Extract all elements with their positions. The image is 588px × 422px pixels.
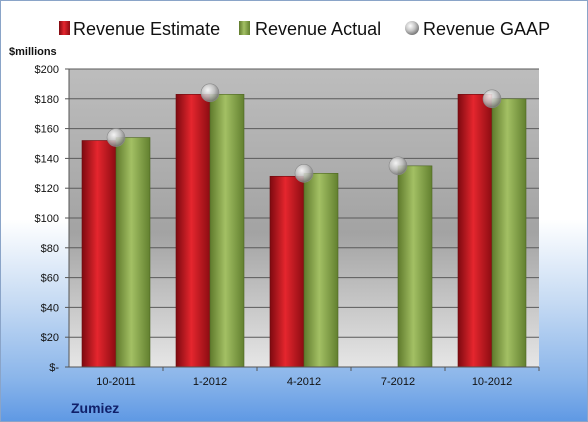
y-tick-label: $120 <box>35 183 59 195</box>
marker-revenue-gaap <box>482 89 502 109</box>
legend-marker-gaap <box>405 21 419 35</box>
bar-revenue-actual <box>303 173 339 368</box>
bar-revenue-estimate <box>81 140 117 368</box>
bar-revenue-estimate <box>269 175 305 368</box>
legend-label-actual: Revenue Actual <box>255 19 381 39</box>
gaap-markers <box>106 83 502 183</box>
bars <box>81 94 527 368</box>
company-label: Zumiez <box>71 400 119 416</box>
y-tick-label: $100 <box>35 213 59 225</box>
legend-swatch-actual <box>239 21 250 35</box>
bar-revenue-actual <box>209 94 245 368</box>
legend: Revenue Estimate Revenue Actual Revenue … <box>59 19 550 39</box>
y-tick-label: $60 <box>41 273 59 285</box>
legend-label-gaap: Revenue GAAP <box>423 19 550 39</box>
y-tick-label: $80 <box>41 243 59 255</box>
y-tick-label: $160 <box>35 124 59 136</box>
marker-revenue-gaap <box>200 83 220 103</box>
y-tick-label: $180 <box>35 94 59 106</box>
y-tick-label: $40 <box>41 302 59 314</box>
x-tick-label: 1-2012 <box>193 376 227 388</box>
bar-revenue-estimate <box>175 94 211 368</box>
bar-revenue-actual <box>115 137 151 368</box>
marker-revenue-gaap <box>106 128 126 147</box>
bar-revenue-actual <box>397 165 433 368</box>
marker-revenue-gaap <box>388 156 408 176</box>
legend-swatch-estimate <box>59 21 70 35</box>
legend-label-estimate: Revenue Estimate <box>73 19 220 39</box>
x-tick-label: 10-2011 <box>96 376 136 388</box>
x-axis-ticks: 10-2011 1-2012 4-2012 7-2012 10-2012 <box>96 367 540 388</box>
marker-revenue-gaap <box>294 164 314 183</box>
y-tick-label: $200 <box>35 64 59 76</box>
y-axis-ticks: $- $20 $40 $60 $80 $100 $120 $140 $160 $180 $200 <box>35 64 69 374</box>
y-tick-label: $- <box>49 362 59 374</box>
bar-revenue-estimate <box>457 94 493 368</box>
y-axis-unit-label: $millions <box>9 46 57 58</box>
x-tick-label: 10-2012 <box>472 376 512 388</box>
bar-revenue-actual <box>491 98 527 368</box>
x-tick-label: 7-2012 <box>381 376 415 388</box>
y-tick-label: $140 <box>35 153 59 165</box>
x-tick-label: 4-2012 <box>287 376 321 388</box>
y-tick-label: $20 <box>41 332 59 344</box>
